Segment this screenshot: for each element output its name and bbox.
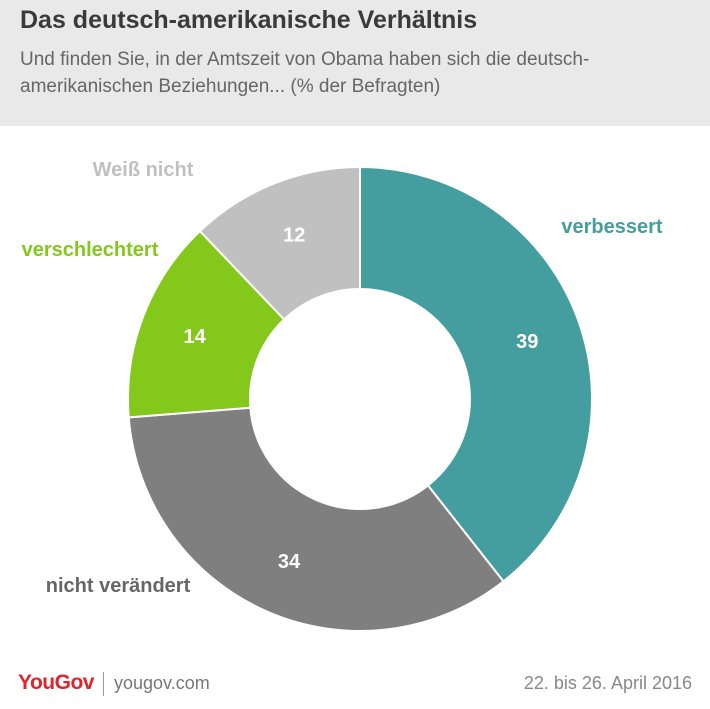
category-label: verbessert — [561, 216, 663, 238]
slice-value-label: 12 — [283, 225, 305, 247]
category-label: nicht verändert — [46, 575, 191, 597]
category-label: Weiß nicht — [93, 159, 194, 181]
category-label: verschlechtert — [22, 239, 159, 261]
slice-2 — [127, 229, 286, 419]
chart-subtitle: Und finden Sie, in der Amtszeit von Obam… — [20, 49, 590, 97]
survey-date: 22. bis 26. April 2016 — [523, 673, 692, 693]
slice-3 — [198, 165, 361, 321]
slice-1 — [127, 406, 505, 632]
chart-title: Das deutsch-amerikanische Verhältnis — [20, 6, 478, 34]
footer-divider — [103, 672, 104, 696]
slice-0 — [359, 165, 593, 583]
slice-value-label: 14 — [184, 326, 207, 348]
slice-value-label: 39 — [516, 331, 538, 353]
slice-value-label: 34 — [278, 551, 301, 573]
donut-chart: 39 verbessert 34 nicht verändert 14 verschlec… — [22, 159, 663, 632]
footer-site-link[interactable]: yougov.com — [114, 673, 210, 693]
yougov-logo: YouGov — [18, 671, 94, 694]
footer: YouGov yougov.com 22. bis 26. April 2016 — [0, 668, 710, 700]
header-banner: Das deutsch-amerikanische Verhältnis Und… — [0, 0, 710, 126]
